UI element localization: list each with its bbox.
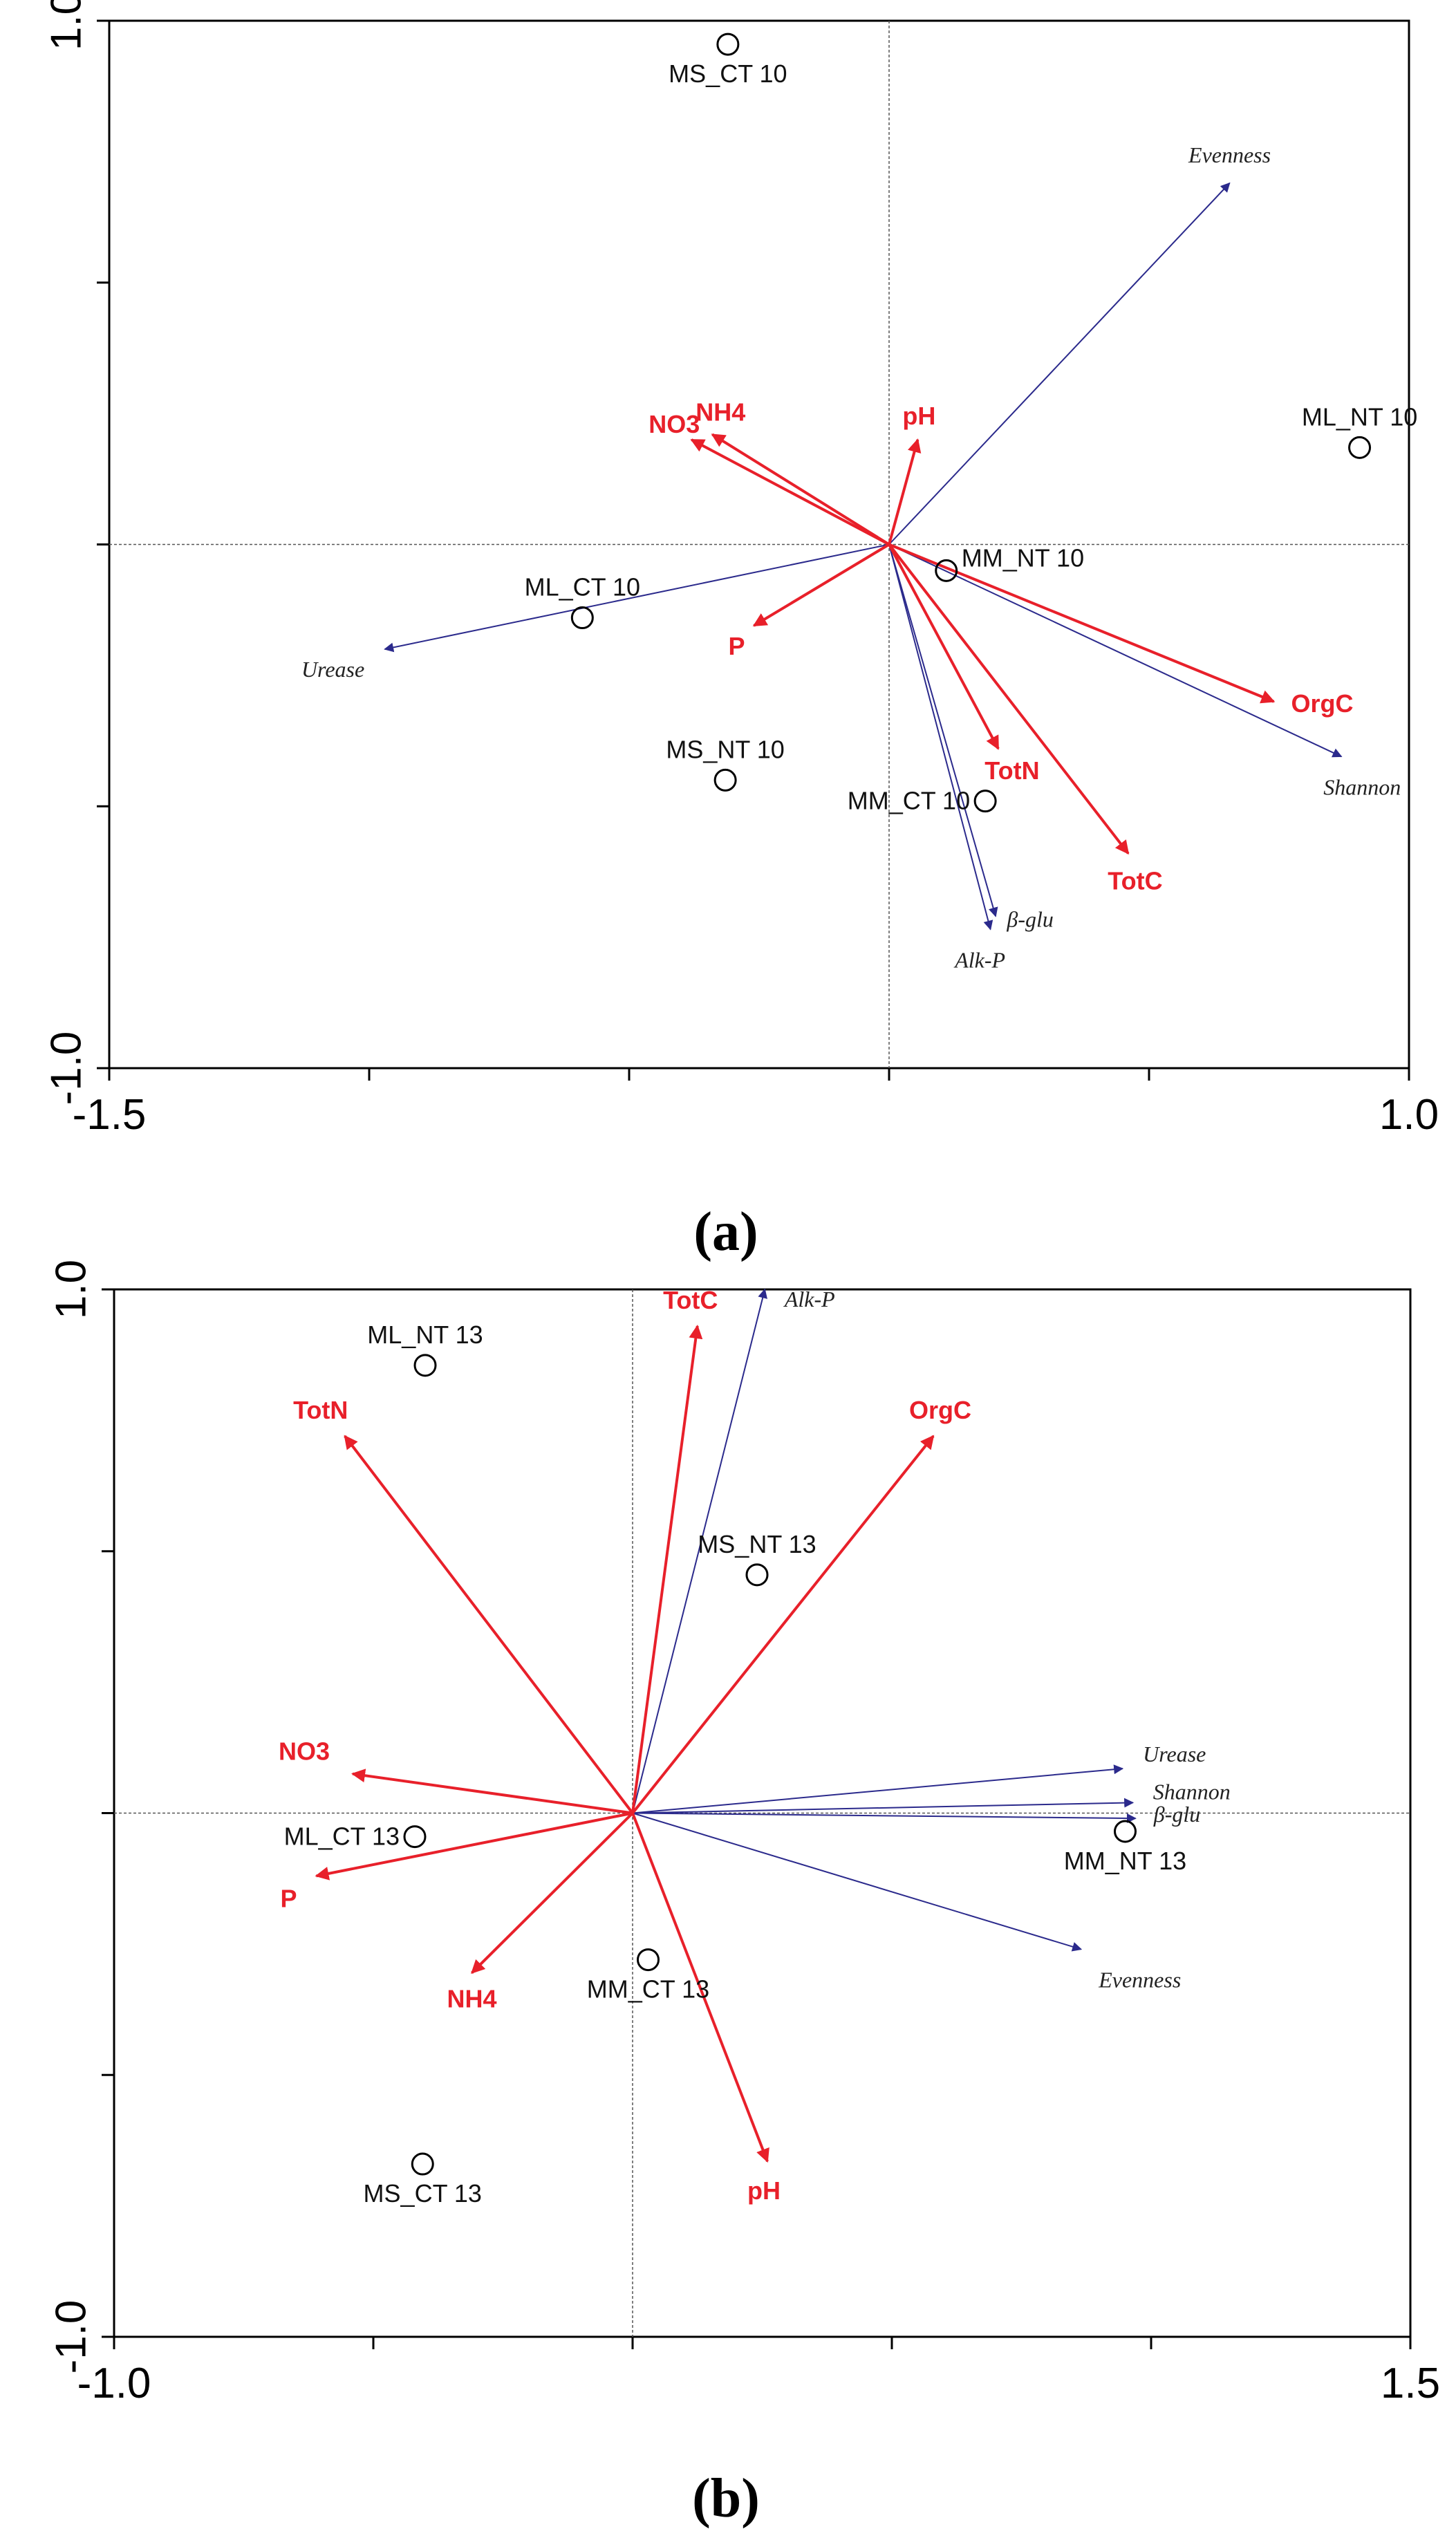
bio-vector-arrow — [632, 1288, 767, 1813]
env-vector-arrow — [471, 1812, 634, 1974]
env-vector-arrow — [315, 1811, 633, 1881]
env-vector-arrow — [888, 543, 1276, 704]
env-vector-arrow — [690, 438, 890, 546]
sample-point — [570, 606, 594, 630]
bio-vector-label: Alk-P — [783, 1287, 835, 1312]
sample-point — [411, 2152, 434, 2176]
env-vector-arrow — [888, 438, 922, 545]
panel-a-zero-lines — [109, 21, 1409, 1068]
sample-label: MM_NT 13 — [1064, 1847, 1186, 1875]
panel-a-samples: MS_CT 10 ML_NT 10 MM_NT 10 ML_CT 10 MS_NT 10… — [525, 32, 1417, 815]
bio-vector-arrow — [632, 1764, 1124, 1814]
x-tick-label: -1.0 — [77, 2360, 151, 2407]
sample-label: ML_CT 10 — [525, 573, 640, 601]
sample-label: ML_NT 13 — [367, 1321, 483, 1349]
x-tick-label: 1.5 — [1381, 2360, 1440, 2407]
panel-a-tick-labels: -1.5 1.0 1.0 -1.0 — [42, 0, 1439, 1139]
env-vector-label: pH — [902, 402, 935, 430]
bio-vector-arrow — [888, 544, 993, 931]
bio-vector-label: β-glu — [1153, 1802, 1200, 1827]
env-vector-label: P — [280, 1884, 297, 1912]
env-vector-label: NO3 — [648, 410, 700, 438]
sample-point — [1348, 436, 1372, 459]
bio-vector-label: Evenness — [1188, 142, 1271, 167]
x-tick-label: 1.0 — [1379, 1091, 1439, 1139]
bio-vector-label: β-glu — [1006, 906, 1053, 931]
bio-vector-arrow — [632, 1812, 1137, 1823]
env-vector-label: P — [728, 632, 745, 660]
sample-label: MM_CT 10 — [848, 787, 970, 815]
y-tick-label: -1.0 — [42, 1032, 90, 1105]
env-vector-label: TotN — [293, 1396, 348, 1424]
bio-vector-label: Urease — [301, 657, 364, 682]
sample-point — [637, 1948, 660, 1972]
panel-b-env-vectors: TotC OrgC TotN NO3 P NH4 pH — [279, 1286, 971, 2205]
bio-vector-label: Shannon — [1323, 774, 1401, 799]
x-tick-label: -1.5 — [73, 1091, 147, 1139]
env-vector-label: NO3 — [279, 1737, 330, 1766]
env-vector-label: NH4 — [696, 398, 745, 426]
panel-b-caption: (b) — [692, 2468, 760, 2529]
sample-label: ML_CT 13 — [284, 1822, 400, 1851]
panel-a-ticks — [97, 19, 1410, 1081]
env-vector-arrow — [711, 433, 890, 546]
bio-vector-arrow — [888, 544, 998, 917]
env-vector-arrow — [344, 1435, 634, 1814]
sample-point — [745, 1563, 769, 1587]
env-vector-label: TotC — [1108, 866, 1162, 895]
env-vector-label: TotC — [663, 1286, 718, 1314]
panel-a: -1.5 1.0 1.0 -1.0 Evenness Urease Shannon β-gl… — [42, 0, 1439, 1262]
bio-vector-label: Urease — [1143, 1742, 1206, 1766]
panel-b-tick-labels: -1.0 1.5 1.0 -1.0 — [47, 1260, 1440, 2407]
bio-vector-arrow — [888, 182, 1231, 545]
sample-label: ML_NT 10 — [1302, 402, 1417, 431]
env-vector-arrow — [631, 1325, 703, 1813]
env-vector-arrow — [631, 1435, 935, 1814]
bio-vector-arrow — [632, 1812, 1083, 1952]
sample-label: MM_CT 13 — [587, 1975, 709, 2004]
env-vector-arrow — [752, 543, 890, 627]
env-vector-label: TotN — [984, 756, 1039, 785]
sample-point — [713, 768, 737, 792]
bio-vector-arrow — [632, 1798, 1135, 1814]
env-vector-arrow — [888, 543, 1130, 855]
sample-point — [1114, 1820, 1137, 1843]
panel-a-caption: (a) — [693, 1202, 758, 1262]
env-vector-label: OrgC — [909, 1396, 971, 1424]
env-vector-label: NH4 — [447, 1985, 496, 2013]
y-tick-label: 1.0 — [47, 1260, 95, 1319]
bio-vector-label: Alk-P — [953, 947, 1005, 972]
y-tick-label: -1.0 — [47, 2300, 95, 2374]
sample-point — [973, 790, 997, 813]
sample-point — [413, 1354, 437, 1377]
bio-vector-label: Shannon — [1153, 1779, 1231, 1804]
env-vector-label: pH — [747, 2176, 781, 2205]
env-vector-arrow — [351, 1769, 633, 1815]
y-tick-label: 1.0 — [42, 0, 90, 50]
bio-vector-arrow — [888, 543, 1343, 758]
bio-vector-label: Evenness — [1098, 1967, 1181, 1992]
sample-point — [403, 1825, 427, 1849]
sample-label: MS_NT 10 — [666, 735, 784, 763]
sample-label: MS_CT 10 — [669, 59, 787, 88]
sample-point — [716, 32, 740, 56]
sample-label: MM_NT 10 — [962, 543, 1084, 572]
env-vector-arrow — [888, 543, 1000, 750]
panel-b-ticks — [102, 1288, 1412, 2349]
env-vector-arrow — [631, 1812, 769, 2163]
bio-vector-arrow — [384, 543, 890, 653]
env-vector-label: OrgC — [1291, 689, 1353, 718]
sample-label: MS_NT 13 — [698, 1530, 816, 1558]
sample-point — [935, 559, 958, 582]
sample-label: MS_CT 13 — [364, 2179, 482, 2208]
panel-b-samples: ML_NT 13 MS_NT 13 ML_CT 13 MM_NT 13 MM_CT 13… — [284, 1321, 1187, 2208]
